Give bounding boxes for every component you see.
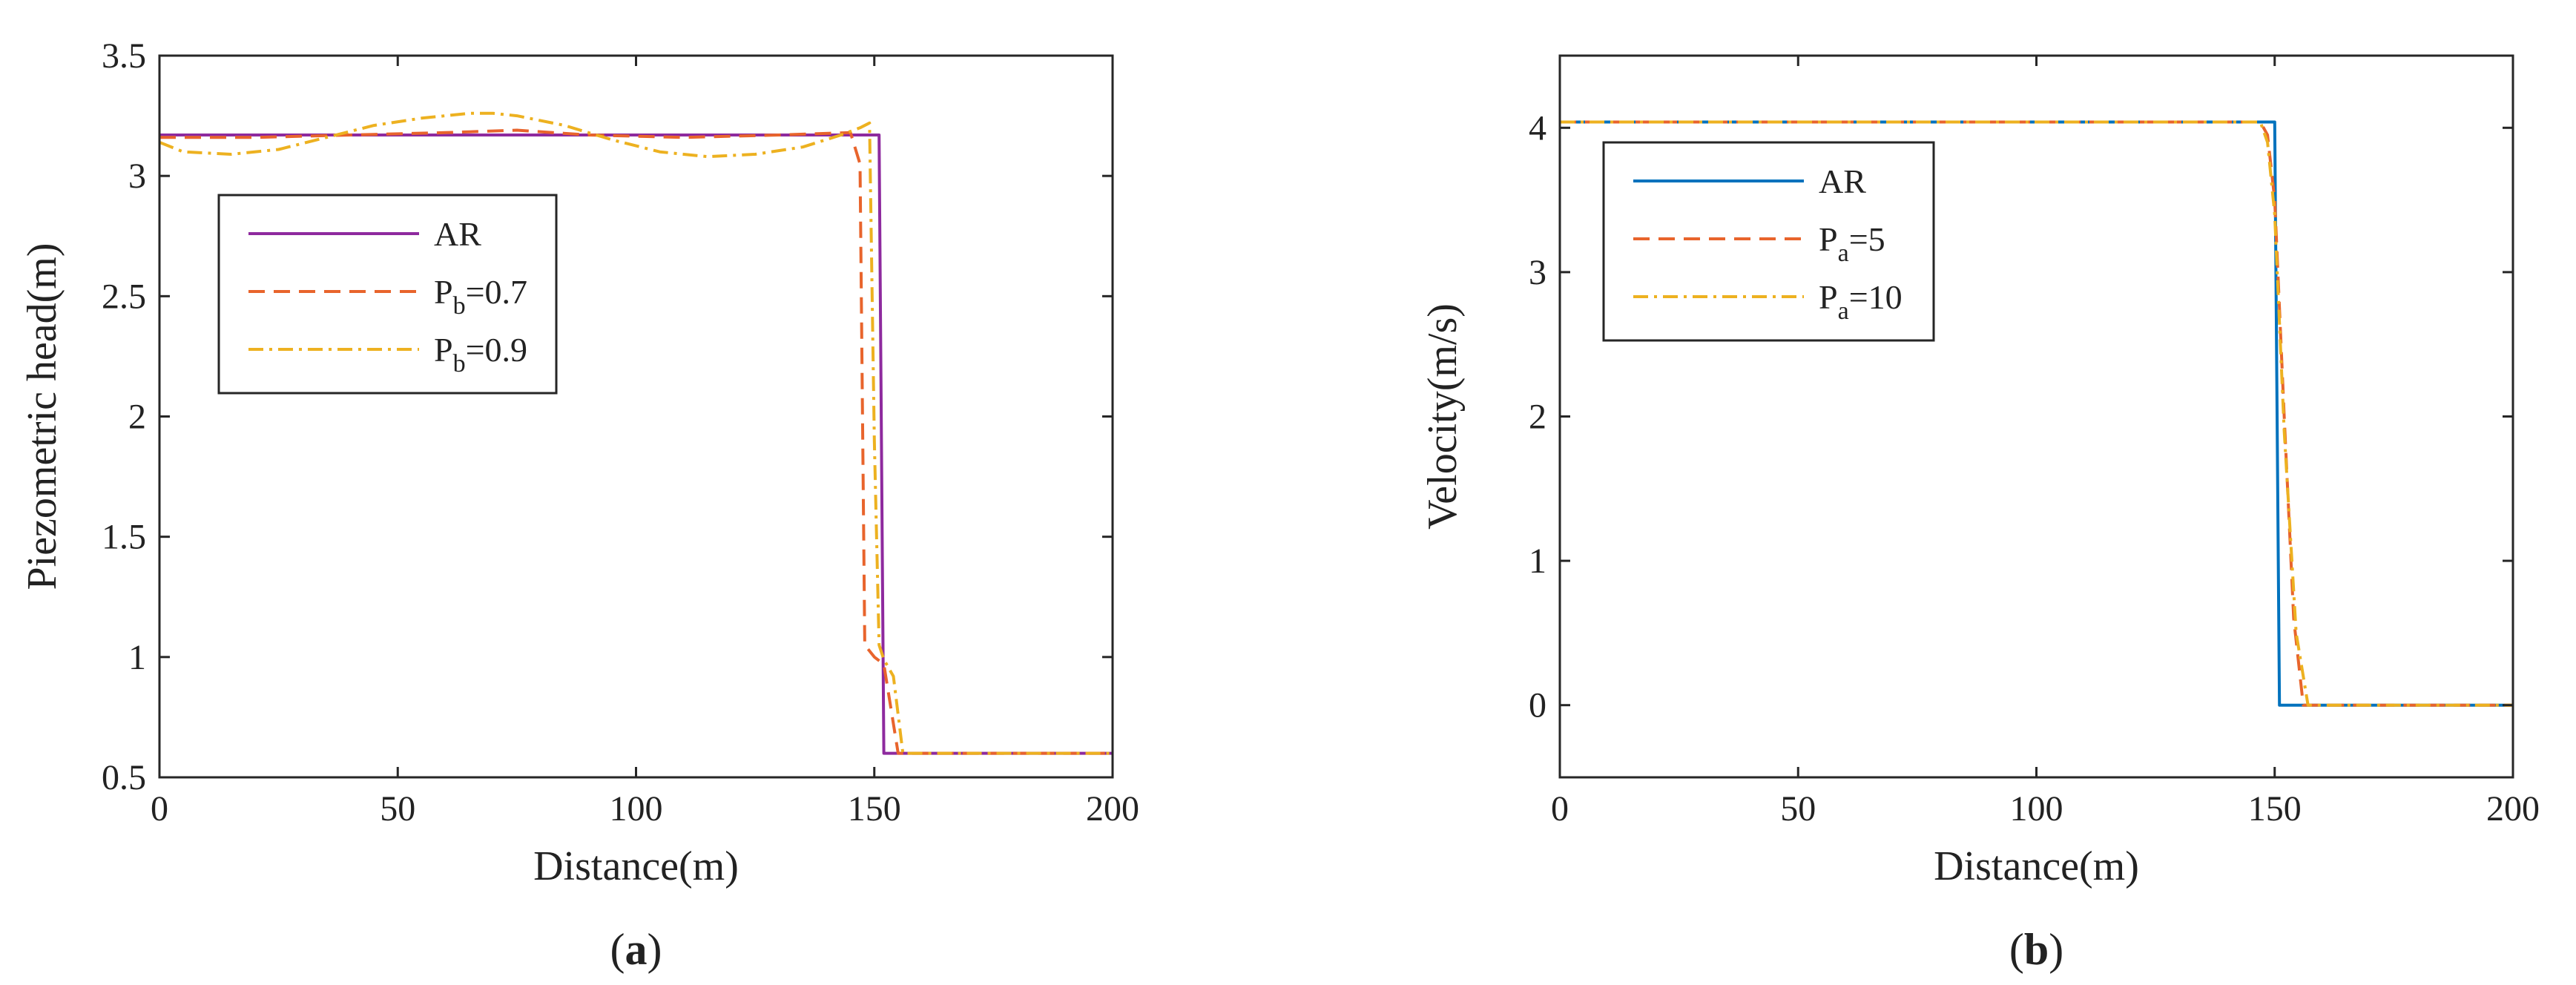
y-tick-label: 2 <box>1529 398 1546 437</box>
x-tick-label: 100 <box>610 789 663 828</box>
x-axis-label: Distance(m) <box>533 843 739 889</box>
series-line-1 <box>1560 120 2513 707</box>
panel-label: (a) <box>610 925 662 974</box>
legend-label-suffix: =10 <box>1849 278 1903 316</box>
x-tick-label: 50 <box>1780 789 1816 828</box>
x-tick-label: 0 <box>1551 789 1569 828</box>
y-tick-label: 3.5 <box>102 36 146 76</box>
y-tick-label: 1 <box>128 638 146 677</box>
x-tick-label: 50 <box>380 789 415 828</box>
series-line-2 <box>159 111 1113 755</box>
y-tick-label: 0 <box>1529 686 1546 725</box>
legend-label-2: Pa=10 <box>1819 278 1903 325</box>
legend-label-main: AR <box>434 215 481 253</box>
legend-label-main: P <box>434 331 453 369</box>
y-tick-label: 2.5 <box>102 277 146 316</box>
x-tick-label: 150 <box>848 789 901 828</box>
chart-panel-b: 0 50 100 150 200 0 1 2 3 4 Distance(m) Velocity(m/s… <box>1420 54 2540 974</box>
legend-label-sub: a <box>1838 297 1849 325</box>
legend-label-1: Pa=5 <box>1819 220 1885 267</box>
legend-label-sub: a <box>1838 240 1849 267</box>
legend-label-main: AR <box>1819 162 1866 200</box>
y-tick-label: 3 <box>1529 253 1546 292</box>
panel-label-close: ) <box>2049 925 2063 974</box>
plot-area-border <box>158 54 1114 779</box>
x-tick-label: 0 <box>151 789 168 828</box>
legend-label-main: P <box>434 273 453 311</box>
x-axis-label: Distance(m) <box>1934 843 2139 889</box>
x-tick-label: 200 <box>2486 789 2540 828</box>
panel-label: (b) <box>2009 925 2063 974</box>
y-tick-label: 1.5 <box>102 518 146 557</box>
legend-label-0: AR <box>1819 162 1866 200</box>
y-axis-label: Velocity(m/s) <box>1420 303 1466 530</box>
panel-label-open: ( <box>610 925 625 974</box>
legend-label-main: P <box>1819 278 1838 316</box>
panel-label-letter: a <box>625 925 648 974</box>
panel-label-close: ) <box>648 925 662 974</box>
panel-label-letter: b <box>2024 925 2049 974</box>
chart-panel-a: 0 50 100 150 200 0.5 1 1.5 2 2.5 3 3.5 Distance(m) Pi… <box>19 36 1139 974</box>
legend-box <box>1602 141 1935 342</box>
x-tick-label: 150 <box>2248 789 2302 828</box>
series-line-1 <box>159 128 1113 755</box>
x-tick-label: 200 <box>1086 789 1139 828</box>
legend-label-suffix: =5 <box>1849 220 1885 258</box>
legend-label-suffix: =0.7 <box>466 273 527 311</box>
legend-label-sub: b <box>453 292 466 320</box>
legend-box <box>217 194 558 395</box>
y-tick-label: 2 <box>128 398 146 437</box>
y-axis-label: Piezometric head(m) <box>19 243 65 590</box>
y-tick-label: 3 <box>128 157 146 196</box>
legend-label-1: Pb=0.7 <box>434 273 527 320</box>
x-tick-label: 100 <box>2010 789 2063 828</box>
y-tick-label: 4 <box>1529 108 1546 148</box>
y-tick-label: 0.5 <box>102 758 146 797</box>
legend-label-suffix: =0.9 <box>466 331 527 369</box>
legend-label-main: P <box>1819 220 1838 258</box>
legend-label-sub: b <box>453 350 466 378</box>
legend-label-2: Pb=0.9 <box>434 331 527 378</box>
panel-label-open: ( <box>2009 925 2024 974</box>
legend-label-0: AR <box>434 215 481 253</box>
series-line-2 <box>1560 120 2513 707</box>
y-tick-label: 1 <box>1529 541 1546 581</box>
